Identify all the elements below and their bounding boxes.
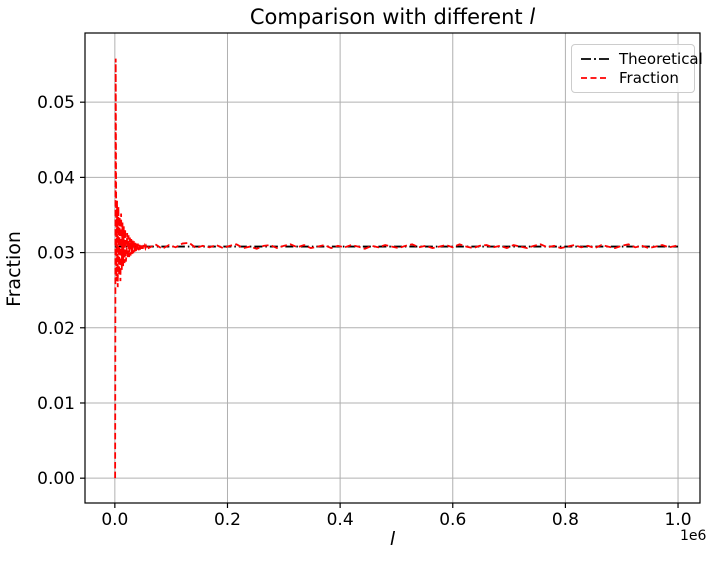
y-tick-label: 0.00 [37, 469, 75, 489]
x-tick-label: 1.0 [665, 510, 692, 530]
legend-item-fraction: Fraction [579, 69, 687, 89]
series-fraction [114, 58, 679, 479]
x-tick-label: 0.8 [552, 510, 579, 530]
legend: Theoretical Fraction [571, 44, 703, 93]
x-tick-label: 0.6 [439, 510, 466, 530]
chart-title-text: Comparison with different [249, 5, 530, 29]
legend-item-theoretical: Theoretical [579, 49, 703, 69]
x-tick-label: 0.4 [327, 510, 354, 530]
y-tick-label: 0.03 [37, 244, 75, 264]
tick-layer: 0.0 0.2 0.4 0.6 0.8 1.0 0.00 0.01 0.02 0.03 0.04 0.… [37, 93, 691, 530]
chart-title-variable: l [529, 5, 536, 29]
theoretical-line-sample-icon [581, 57, 609, 60]
grid-layer [85, 33, 700, 503]
chart-title: Comparison with different l [85, 4, 700, 30]
y-tick-label: 0.04 [37, 168, 75, 188]
legend-label: Theoretical [619, 49, 703, 68]
y-tick-label: 0.02 [37, 319, 75, 339]
x-tick-label: 0.0 [101, 510, 128, 530]
y-tick-label: 0.01 [37, 394, 75, 414]
x-axis-label: l [389, 528, 396, 550]
x-tick-label: 0.2 [214, 510, 241, 530]
plot-border [84, 32, 701, 504]
y-axis-label: Fraction [3, 231, 25, 307]
y-tick-label: 0.05 [37, 93, 75, 113]
legend-label: Fraction [619, 69, 679, 88]
x-axis-offset-label: 1e6 [680, 528, 707, 544]
fraction-line-sample-icon [581, 77, 609, 80]
series-layer [114, 58, 679, 479]
